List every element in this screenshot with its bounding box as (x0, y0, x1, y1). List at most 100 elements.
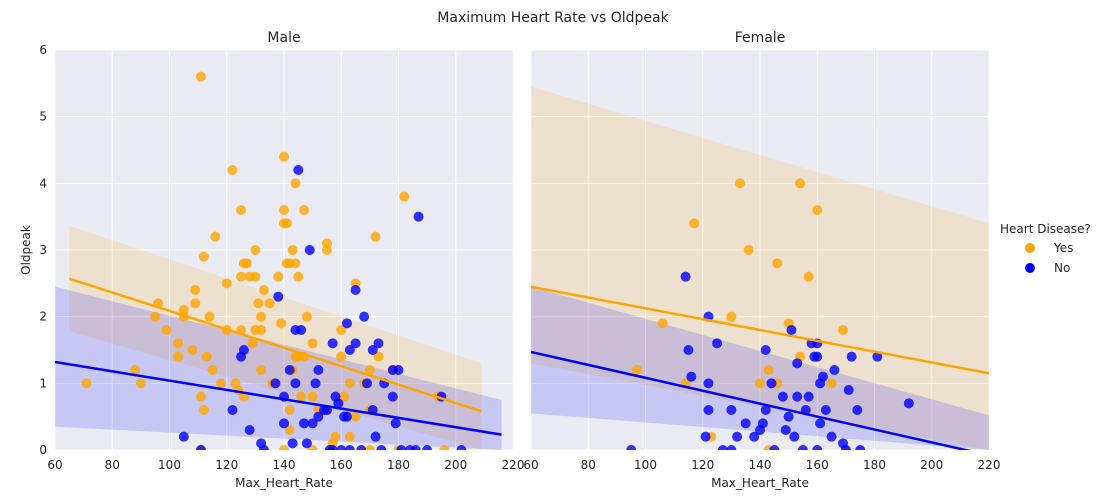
x-axis-label: Max_Heart_Rate (711, 476, 809, 490)
point-no (244, 425, 255, 435)
point-no (413, 211, 424, 222)
point-no (227, 405, 238, 415)
point-no (258, 445, 269, 450)
point-no (749, 431, 760, 442)
point-yes (838, 325, 849, 335)
point-yes (726, 311, 737, 322)
point-yes (631, 365, 642, 375)
point-no (812, 351, 823, 362)
point-no (422, 445, 433, 450)
x-tick-label: 160 (806, 458, 829, 472)
point-yes (190, 298, 201, 309)
point-no (817, 371, 828, 382)
point-yes (350, 411, 361, 422)
point-no (872, 351, 883, 362)
point-no (293, 165, 304, 175)
point-no (341, 411, 352, 422)
point-yes (284, 405, 295, 415)
point-no (356, 445, 367, 450)
point-no (803, 391, 814, 402)
x-tick-label: 100 (158, 458, 181, 472)
legend-marker-no (1025, 263, 1035, 273)
point-yes (812, 205, 823, 215)
point-yes (290, 178, 301, 189)
point-no (284, 365, 295, 375)
point-yes (135, 378, 146, 389)
point-no (290, 378, 301, 389)
legend-label-yes: Yes (1053, 241, 1073, 255)
point-no (792, 358, 803, 369)
point-yes (190, 285, 201, 295)
point-no (304, 245, 315, 255)
point-yes (253, 298, 264, 309)
point-yes (284, 425, 295, 435)
x-tick-label: 180 (863, 458, 886, 472)
point-no (299, 418, 310, 429)
point-yes (743, 245, 754, 255)
point-no (626, 445, 637, 450)
point-no (387, 391, 398, 402)
point-yes (772, 258, 783, 269)
confidence-band-yes (69, 226, 482, 450)
point-yes (256, 325, 267, 335)
point-yes (256, 311, 267, 322)
point-yes (689, 218, 700, 229)
point-no (703, 405, 714, 415)
point-no (740, 418, 751, 429)
legend-title: Heart Disease? (1000, 222, 1091, 236)
point-no (703, 378, 714, 389)
point-yes (290, 258, 301, 269)
point-no (757, 418, 768, 429)
point-no (344, 345, 355, 355)
point-yes (173, 351, 184, 362)
point-no (350, 285, 361, 295)
point-no (726, 445, 737, 450)
point-yes (130, 365, 141, 375)
point-yes (439, 445, 450, 450)
point-no (327, 338, 338, 349)
point-no (855, 445, 866, 450)
point-yes (301, 311, 312, 322)
point-yes (201, 351, 212, 362)
point-yes (187, 345, 198, 355)
point-yes (247, 338, 258, 349)
y-axis-label: Oldpeak (19, 225, 33, 275)
point-no (840, 445, 851, 450)
point-no (390, 418, 401, 429)
point-no (792, 391, 803, 402)
point-yes (236, 271, 247, 282)
point-yes (344, 378, 355, 389)
confidence-band-no (531, 286, 989, 450)
point-no (820, 405, 831, 415)
point-no (760, 405, 771, 415)
point-yes (755, 378, 765, 389)
point-no (296, 325, 307, 335)
point-no (760, 345, 771, 355)
x-tick-label: 180 (387, 458, 410, 472)
x-tick-label: 160 (330, 458, 353, 472)
point-no (350, 338, 361, 349)
point-yes (198, 251, 209, 262)
point-yes (227, 165, 238, 175)
panel-title: Male (267, 30, 300, 46)
point-yes (256, 365, 267, 375)
point-yes (264, 298, 275, 309)
legend-label-no: No (1054, 261, 1070, 275)
point-no (178, 431, 189, 442)
point-no (396, 445, 407, 450)
point-no (732, 431, 743, 442)
x-tick-label: 60 (47, 458, 62, 472)
point-yes (296, 391, 307, 402)
point-no (766, 378, 777, 389)
point-no (279, 418, 289, 429)
point-no (310, 378, 321, 389)
point-yes (293, 271, 304, 282)
point-yes (763, 365, 774, 375)
point-yes (173, 338, 184, 349)
point-no (344, 445, 355, 450)
point-yes (195, 391, 206, 402)
point-no (846, 351, 857, 362)
point-yes (250, 271, 261, 282)
point-no (686, 371, 697, 382)
